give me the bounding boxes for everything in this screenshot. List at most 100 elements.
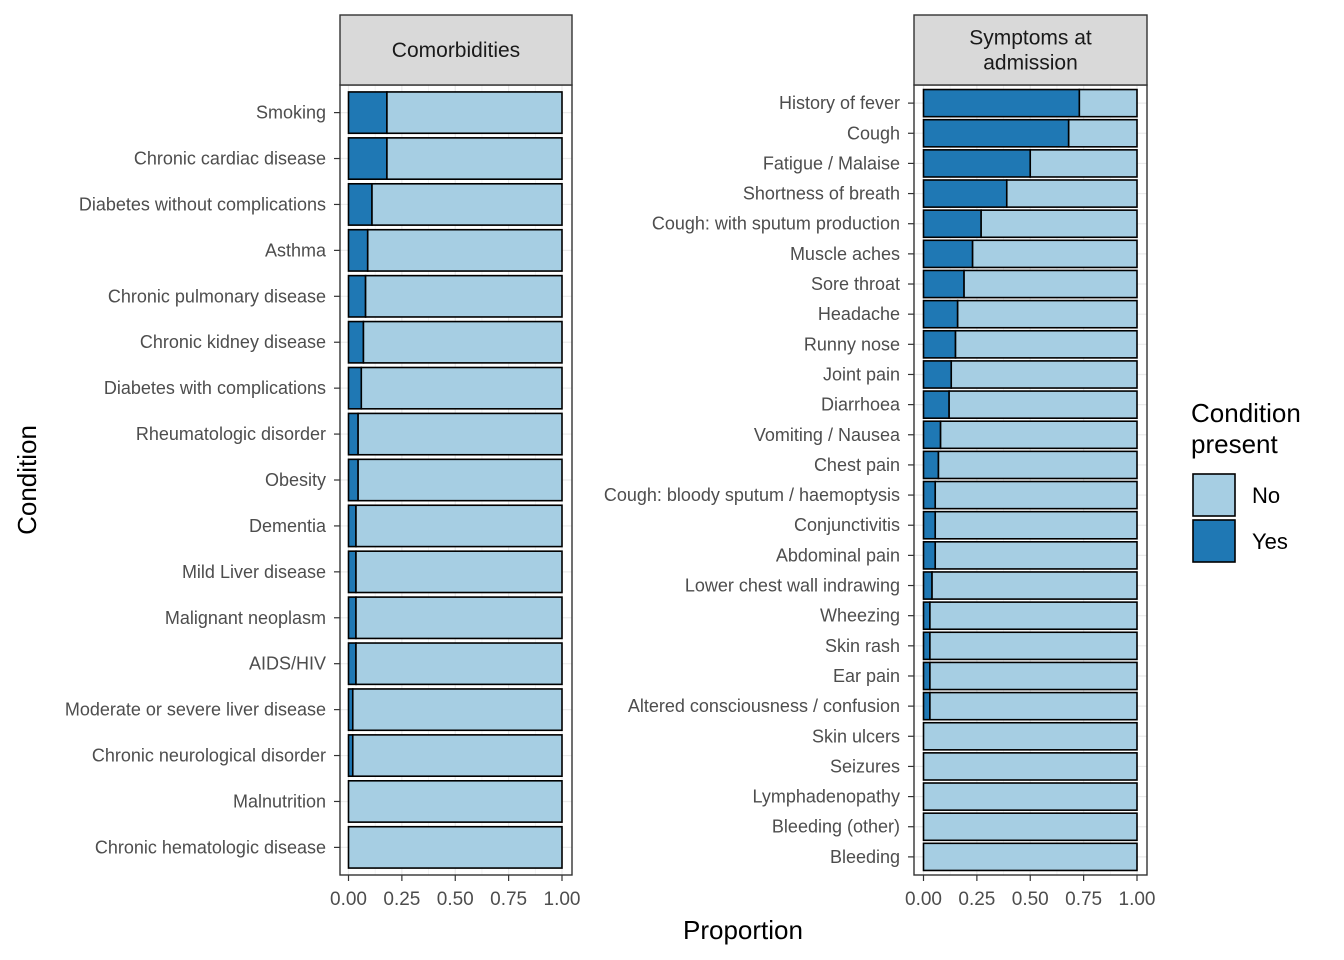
bar-no xyxy=(950,360,1138,389)
y-tick-label: Malnutrition xyxy=(233,791,326,811)
legend-key-no xyxy=(1192,473,1236,517)
bar-no xyxy=(954,329,1138,359)
bar-no xyxy=(934,541,1138,570)
y-tick-label: Cough xyxy=(847,123,900,143)
legend-title: Condition xyxy=(1191,398,1301,428)
bar-yes xyxy=(347,91,388,135)
y-tick-label: Chronic cardiac disease xyxy=(134,149,326,169)
x-tick-label: 0.00 xyxy=(905,889,942,910)
bar-no xyxy=(939,420,1138,450)
y-tick-label: Smoking xyxy=(256,103,326,123)
x-tick-label: 0.00 xyxy=(330,889,367,910)
bar-yes xyxy=(347,458,359,502)
bar-yes xyxy=(347,228,369,272)
bar-no xyxy=(1078,88,1138,118)
facet-strip-label: Comorbidities xyxy=(392,39,520,62)
bar-yes xyxy=(347,504,357,548)
bar-no xyxy=(366,228,563,272)
bar-no xyxy=(937,450,1138,480)
y-tick-label: Seizures xyxy=(830,756,900,776)
y-tick-label: Asthma xyxy=(265,240,327,260)
y-tick-label: Chronic kidney disease xyxy=(140,332,326,352)
y-tick-label: Cough: bloody sputum / haemoptysis xyxy=(604,485,900,505)
bar-no xyxy=(347,825,563,869)
bar-yes xyxy=(922,179,1008,208)
bar-yes xyxy=(922,269,965,299)
bar-yes xyxy=(922,601,931,631)
x-tick-label: 0.75 xyxy=(490,889,527,910)
y-tick-label: Chronic hematologic disease xyxy=(95,837,326,857)
bar-no xyxy=(347,780,563,823)
y-tick-label: Sore throat xyxy=(811,274,900,294)
bar-yes xyxy=(922,450,940,480)
bar-no xyxy=(929,601,1138,631)
bar-no xyxy=(355,596,563,640)
y-tick-label: Bleeding (other) xyxy=(772,817,900,837)
bar-yes xyxy=(922,209,982,239)
y-tick-label: Moderate or severe liver disease xyxy=(65,700,326,720)
y-tick-label: Cough: with sputum production xyxy=(652,214,900,234)
legend-key-yes xyxy=(1192,519,1236,563)
bar-no xyxy=(355,550,563,594)
bar-no xyxy=(922,721,1138,751)
bar-yes xyxy=(922,541,937,570)
legend-label-no: No xyxy=(1252,483,1280,508)
bar-yes xyxy=(347,596,357,640)
y-tick-label: AIDS/HIV xyxy=(249,654,326,674)
bar-no xyxy=(364,274,563,318)
bar-yes xyxy=(922,661,931,691)
y-tick-label: Diarrhoea xyxy=(821,395,901,415)
bar-no xyxy=(357,412,563,456)
bar-no xyxy=(1029,149,1138,178)
bar-no xyxy=(1005,179,1138,208)
bar-no xyxy=(362,320,563,364)
x-tick-label: 0.25 xyxy=(383,889,420,910)
bar-yes xyxy=(922,299,959,329)
y-tick-label: Conjunctivitis xyxy=(794,515,900,535)
bar-no xyxy=(929,631,1138,661)
y-tick-label: Lower chest wall indrawing xyxy=(685,576,900,596)
bar-no xyxy=(351,688,563,732)
y-tick-label: Fatigue / Malaise xyxy=(763,153,900,173)
y-tick-label: History of fever xyxy=(779,93,900,113)
y-tick-label: Vomiting / Nausea xyxy=(754,425,901,445)
bar-yes xyxy=(922,149,1032,178)
y-tick-label: Lymphadenopathy xyxy=(753,787,900,807)
y-tick-label: Headache xyxy=(818,304,900,324)
y-tick-label: Chronic pulmonary disease xyxy=(108,286,326,306)
bar-no xyxy=(1067,118,1138,148)
x-tick-label: 0.50 xyxy=(437,889,474,910)
y-tick-label: Chest pain xyxy=(814,455,900,475)
bar-yes xyxy=(347,137,388,180)
y-tick-label: Joint pain xyxy=(823,364,900,384)
bar-no xyxy=(980,209,1138,239)
bar-no xyxy=(355,504,563,548)
y-tick-label: Dementia xyxy=(249,516,327,536)
bar-yes xyxy=(347,182,373,226)
y-tick-label: Chronic neurological disorder xyxy=(92,746,326,766)
y-tick-label: Mild Liver disease xyxy=(182,562,326,582)
y-tick-label: Ear pain xyxy=(833,666,900,686)
bar-no xyxy=(929,691,1138,721)
bar-yes xyxy=(922,239,974,269)
bar-no xyxy=(929,661,1138,691)
y-tick-label: Diabetes with complications xyxy=(104,378,326,398)
facet-strip xyxy=(339,14,573,86)
bar-no xyxy=(963,269,1138,299)
bar-no xyxy=(922,752,1138,781)
bar-yes xyxy=(347,274,367,318)
bar-no xyxy=(971,239,1138,269)
y-tick-label: Runny nose xyxy=(804,334,900,354)
bar-no xyxy=(386,91,563,135)
bar-yes xyxy=(347,550,357,594)
bar-yes xyxy=(922,480,937,510)
y-tick-label: Diabetes without complications xyxy=(79,194,326,214)
bar-no xyxy=(956,299,1138,329)
y-tick-label: Shortness of breath xyxy=(743,184,900,204)
bar-yes xyxy=(922,88,1081,118)
bar-yes xyxy=(922,390,950,419)
y-tick-label: Skin ulcers xyxy=(812,726,900,746)
x-axis-title: Proportion xyxy=(683,915,803,945)
